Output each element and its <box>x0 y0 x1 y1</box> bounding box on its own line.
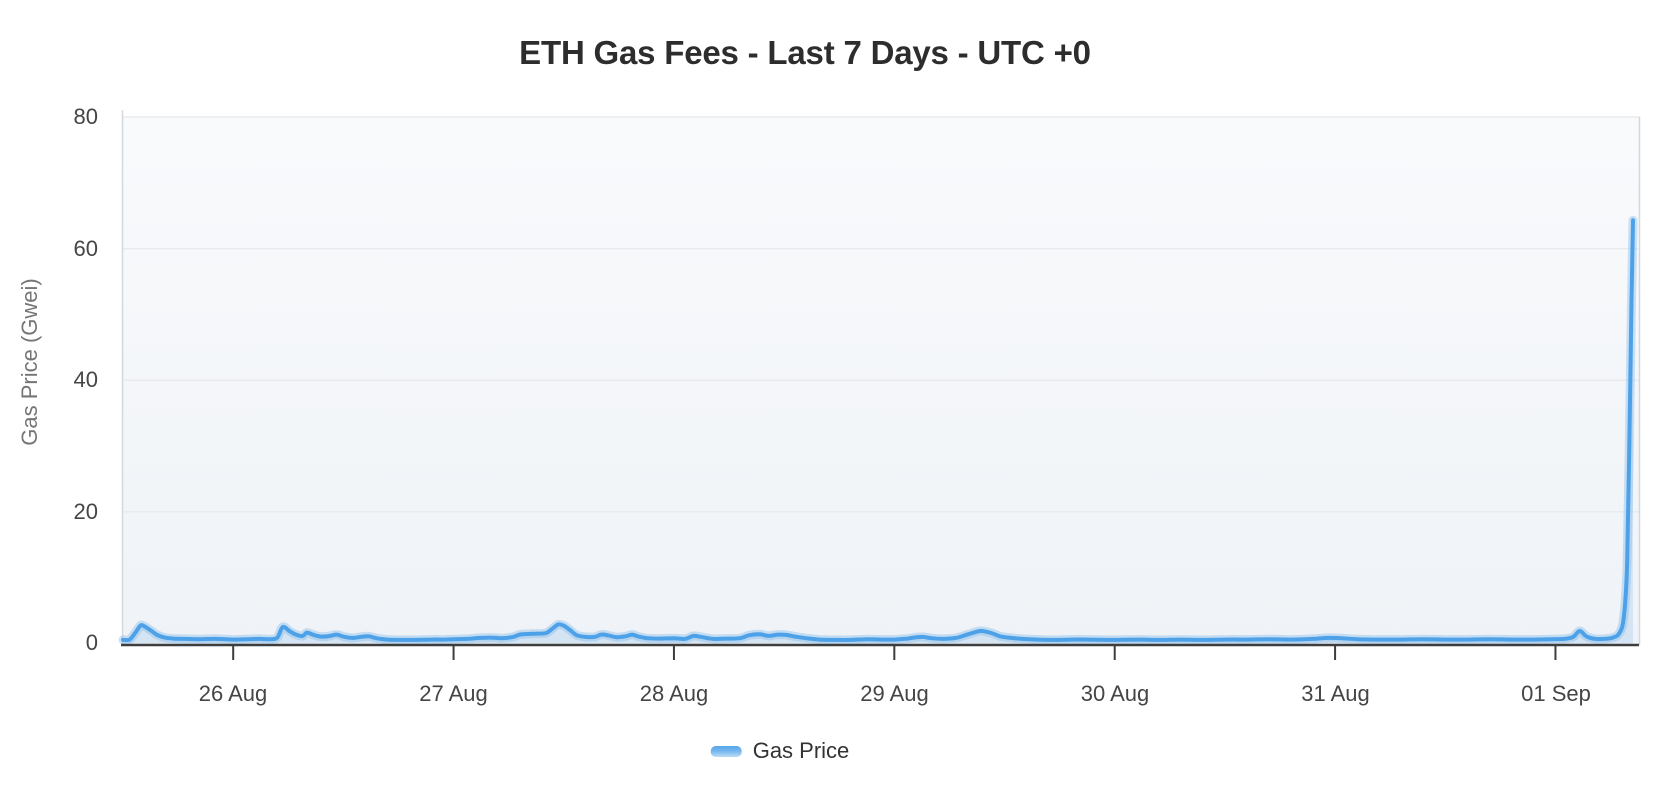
x-tick-label: 26 Aug <box>198 681 268 706</box>
y-tick-label: 0 <box>85 630 98 655</box>
y-tick-label: 40 <box>73 367 98 392</box>
x-tick-label: 28 Aug <box>639 681 709 706</box>
y-tick-label: 60 <box>73 235 98 261</box>
x-tick-label: 31 Aug <box>1301 681 1370 706</box>
y-tick-label: 20 <box>73 498 98 524</box>
gridlines <box>123 116 1640 513</box>
y-tick-label: 80 <box>73 104 98 129</box>
legend-item-gas-price[interactable]: Gas Price <box>710 738 850 764</box>
gas-price-line[interactable] <box>121 218 1635 643</box>
legend-swatch-icon <box>710 745 742 757</box>
x-tick-label: 29 Aug <box>860 681 929 706</box>
x-tick-marks <box>232 646 1557 660</box>
legend-label: Gas Price <box>752 738 850 763</box>
chart-title: ETH Gas Fees - Last 7 Days - UTC +0 <box>519 34 1091 71</box>
x-tick-label: 27 Aug <box>419 681 488 706</box>
x-tick-label: 01 Sep <box>1521 681 1591 706</box>
x-tick-label: 30 Aug <box>1080 681 1150 706</box>
